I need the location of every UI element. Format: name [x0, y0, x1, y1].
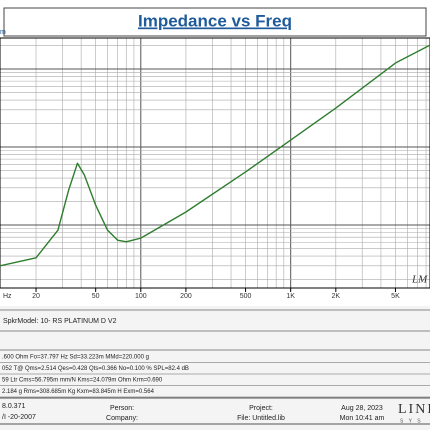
old-date: /I -20-2007	[2, 414, 36, 421]
x-tick-label: 20	[32, 293, 40, 300]
info-panel	[0, 306, 430, 430]
x-tick-label: 2K	[332, 293, 341, 300]
title-box	[3, 7, 427, 37]
person: Person:	[110, 405, 134, 412]
model-text: SpkrModel: 10- RS PLATINUM D V2	[3, 318, 117, 325]
x-tick-label: 100	[135, 293, 147, 300]
date: Aug 28, 2023	[341, 405, 383, 412]
x-tick-label: 5K	[391, 293, 400, 300]
x-tick-label: 50	[92, 293, 100, 300]
x-tick-label: 1K	[286, 293, 295, 300]
param-text: 59 Ltr Cms=56.795m mm/N Kms=24.079m Ohm …	[2, 378, 163, 384]
param-text: .600 Ohm Fo=37.797 Hz Sd=33.223m MMd=220…	[2, 355, 149, 361]
project: Project:	[249, 405, 273, 412]
logo-sub: S Y S	[400, 418, 423, 424]
param-text: 052 T@ Qms=2.514 Qes=0.428 Qts=0.366 No=…	[2, 366, 189, 372]
x-tick-label: 500	[240, 293, 252, 300]
time: Mon 10:41 am	[340, 415, 385, 422]
file: File: Untitled.lib	[237, 415, 285, 422]
y-label: m	[0, 29, 6, 36]
chart-title: Impedance vs Freq	[138, 11, 292, 30]
param-text: 2.184 g Rms=308.685m Kg Kxm=83.845m H Ex…	[2, 389, 155, 395]
logo: LINE	[398, 402, 430, 417]
company: Company:	[106, 415, 138, 422]
plot-frame	[0, 37, 430, 289]
impedance-line	[0, 44, 430, 267]
x-label: Hz	[3, 293, 12, 300]
annotation: LM	[411, 274, 428, 286]
x-tick-label: 200	[180, 293, 192, 300]
version: 8.0.371	[2, 403, 25, 410]
